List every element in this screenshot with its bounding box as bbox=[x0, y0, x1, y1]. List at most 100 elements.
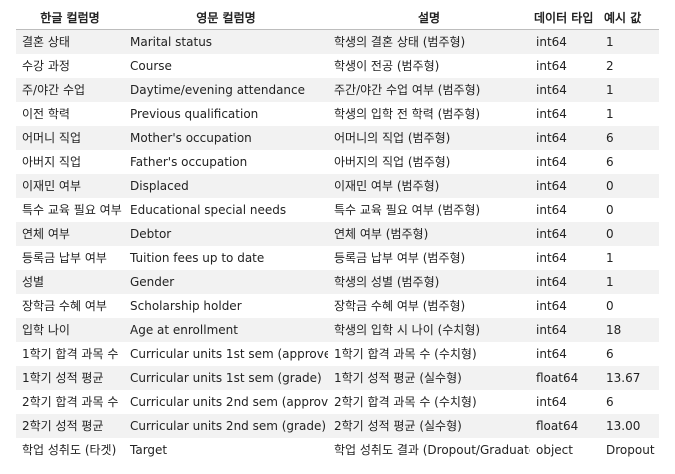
cell-example-value: 0 bbox=[600, 222, 659, 246]
cell-english-name: Curricular units 2nd sem (approved) bbox=[124, 390, 328, 414]
cell-korean-name: 1학기 합격 과목 수 bbox=[16, 342, 124, 366]
cell-korean-name: 이재민 여부 bbox=[16, 174, 124, 198]
cell-example-value: 1 bbox=[600, 102, 659, 126]
cell-description: 1학기 성적 평균 (실수형) bbox=[328, 366, 530, 390]
cell-data-type: int64 bbox=[530, 150, 600, 174]
cell-data-type: int64 bbox=[530, 390, 600, 414]
cell-data-type: int64 bbox=[530, 174, 600, 198]
cell-korean-name: 2학기 합격 과목 수 bbox=[16, 390, 124, 414]
cell-example-value: 0 bbox=[600, 294, 659, 318]
table-row: 이재민 여부 Displaced 이재민 여부 (범주형) int64 0 bbox=[16, 174, 659, 198]
cell-korean-name: 등록금 납부 여부 bbox=[16, 246, 124, 270]
cell-example-value: 6 bbox=[600, 126, 659, 150]
cell-korean-name: 특수 교육 필요 여부 bbox=[16, 198, 124, 222]
cell-data-type: int64 bbox=[530, 126, 600, 150]
table-row: 결혼 상태 Marital status 학생의 결혼 상태 (범주형) int64 1 bbox=[16, 29, 659, 54]
cell-description: 2학기 합격 과목 수 (수치형) bbox=[328, 390, 530, 414]
cell-data-type: object bbox=[530, 438, 600, 462]
cell-data-type: int64 bbox=[530, 29, 600, 54]
cell-example-value: 2 bbox=[600, 54, 659, 78]
cell-english-name: Age at enrollment bbox=[124, 318, 328, 342]
table-row: 아버지 직업 Father's occupation 아버지의 직업 (범주형) in… bbox=[16, 150, 659, 174]
cell-data-type: int64 bbox=[530, 198, 600, 222]
table-body: 결혼 상태 Marital status 학생의 결혼 상태 (범주형) int64 1… bbox=[16, 29, 659, 462]
cell-data-type: int64 bbox=[530, 294, 600, 318]
cell-example-value: 6 bbox=[600, 150, 659, 174]
cell-english-name: Previous qualification bbox=[124, 102, 328, 126]
cell-example-value: 0 bbox=[600, 174, 659, 198]
cell-description: 연체 여부 (범주형) bbox=[328, 222, 530, 246]
cell-korean-name: 학업 성취도 (타겟) bbox=[16, 438, 124, 462]
cell-data-type: int64 bbox=[530, 246, 600, 270]
table-row: 수강 과정 Course 학생이 전공 (범주형) int64 2 bbox=[16, 54, 659, 78]
cell-description: 등록금 납부 여부 (범주형) bbox=[328, 246, 530, 270]
cell-example-value: 6 bbox=[600, 390, 659, 414]
cell-data-type: float64 bbox=[530, 366, 600, 390]
table-row: 이전 학력 Previous qualification 학생의 입학 전 학력 (… bbox=[16, 102, 659, 126]
cell-english-name: Course bbox=[124, 54, 328, 78]
cell-english-name: Mother's occupation bbox=[124, 126, 328, 150]
cell-example-value: 6 bbox=[600, 342, 659, 366]
table-row: 1학기 성적 평균 Curricular units 1st sem (grade… bbox=[16, 366, 659, 390]
header-example-value: 예시 값 bbox=[600, 7, 659, 30]
table-row: 2학기 합격 과목 수 Curricular units 2nd sem (app… bbox=[16, 390, 659, 414]
cell-data-type: int64 bbox=[530, 78, 600, 102]
cell-example-value: 1 bbox=[600, 78, 659, 102]
cell-korean-name: 어머니 직업 bbox=[16, 126, 124, 150]
table-row: 연체 여부 Debtor 연체 여부 (범주형) int64 0 bbox=[16, 222, 659, 246]
table-row: 학업 성취도 (타겟) Target 학업 성취도 결과 (Dropout/Grad… bbox=[16, 438, 659, 462]
cell-description: 이재민 여부 (범주형) bbox=[328, 174, 530, 198]
cell-description: 학생의 입학 시 나이 (수치형) bbox=[328, 318, 530, 342]
cell-data-type: float64 bbox=[530, 414, 600, 438]
table-row: 입학 나이 Age at enrollment 학생의 입학 시 나이 (수치형) i… bbox=[16, 318, 659, 342]
header-korean-name: 한글 컬럼명 bbox=[16, 7, 124, 30]
cell-english-name: Displaced bbox=[124, 174, 328, 198]
table-row: 주/야간 수업 Daytime/evening attendance 주간/야간 수… bbox=[16, 78, 659, 102]
cell-korean-name: 수강 과정 bbox=[16, 54, 124, 78]
table-row: 성별 Gender 학생의 성별 (범주형) int64 1 bbox=[16, 270, 659, 294]
cell-description: 학생의 성별 (범주형) bbox=[328, 270, 530, 294]
cell-english-name: Gender bbox=[124, 270, 328, 294]
cell-data-type: int64 bbox=[530, 54, 600, 78]
cell-description: 장학금 수혜 여부 (범주형) bbox=[328, 294, 530, 318]
cell-english-name: Curricular units 2nd sem (grade) bbox=[124, 414, 328, 438]
cell-example-value: 1 bbox=[600, 270, 659, 294]
column-description-table: 한글 컬럼명 영문 컬럼명 설명 데이터 타입 예시 값 결혼 상태 Marita… bbox=[16, 7, 659, 462]
header-data-type: 데이터 타입 bbox=[530, 7, 600, 30]
cell-description: 어머니의 직업 (범주형) bbox=[328, 126, 530, 150]
cell-description: 아버지의 직업 (범주형) bbox=[328, 150, 530, 174]
cell-english-name: Tuition fees up to date bbox=[124, 246, 328, 270]
cell-data-type: int64 bbox=[530, 222, 600, 246]
table-row: 특수 교육 필요 여부 Educational special needs 특수 교… bbox=[16, 198, 659, 222]
cell-english-name: Curricular units 1st sem (approved) bbox=[124, 342, 328, 366]
cell-english-name: Father's occupation bbox=[124, 150, 328, 174]
cell-korean-name: 장학금 수혜 여부 bbox=[16, 294, 124, 318]
cell-description: 학생의 입학 전 학력 (범주형) bbox=[328, 102, 530, 126]
cell-korean-name: 입학 나이 bbox=[16, 318, 124, 342]
cell-korean-name: 성별 bbox=[16, 270, 124, 294]
cell-english-name: Target bbox=[124, 438, 328, 462]
cell-data-type: int64 bbox=[530, 270, 600, 294]
cell-data-type: int64 bbox=[530, 342, 600, 366]
cell-english-name: Marital status bbox=[124, 29, 328, 54]
header-english-name: 영문 컬럼명 bbox=[124, 7, 328, 30]
cell-description: 특수 교육 필요 여부 (범주형) bbox=[328, 198, 530, 222]
cell-korean-name: 연체 여부 bbox=[16, 222, 124, 246]
cell-example-value: 13.00 bbox=[600, 414, 659, 438]
table-row: 2학기 성적 평균 Curricular units 2nd sem (grade… bbox=[16, 414, 659, 438]
cell-description: 학업 성취도 결과 (Dropout/Graduate) bbox=[328, 438, 530, 462]
table-row: 1학기 합격 과목 수 Curricular units 1st sem (app… bbox=[16, 342, 659, 366]
cell-example-value: 18 bbox=[600, 318, 659, 342]
header-description: 설명 bbox=[328, 7, 530, 30]
cell-english-name: Debtor bbox=[124, 222, 328, 246]
cell-english-name: Daytime/evening attendance bbox=[124, 78, 328, 102]
cell-korean-name: 주/야간 수업 bbox=[16, 78, 124, 102]
cell-korean-name: 2학기 성적 평균 bbox=[16, 414, 124, 438]
cell-example-value: 13.67 bbox=[600, 366, 659, 390]
cell-data-type: int64 bbox=[530, 102, 600, 126]
header-row: 한글 컬럼명 영문 컬럼명 설명 데이터 타입 예시 값 bbox=[16, 7, 659, 30]
cell-english-name: Educational special needs bbox=[124, 198, 328, 222]
cell-english-name: Scholarship holder bbox=[124, 294, 328, 318]
cell-description: 학생이 전공 (범주형) bbox=[328, 54, 530, 78]
cell-korean-name: 이전 학력 bbox=[16, 102, 124, 126]
